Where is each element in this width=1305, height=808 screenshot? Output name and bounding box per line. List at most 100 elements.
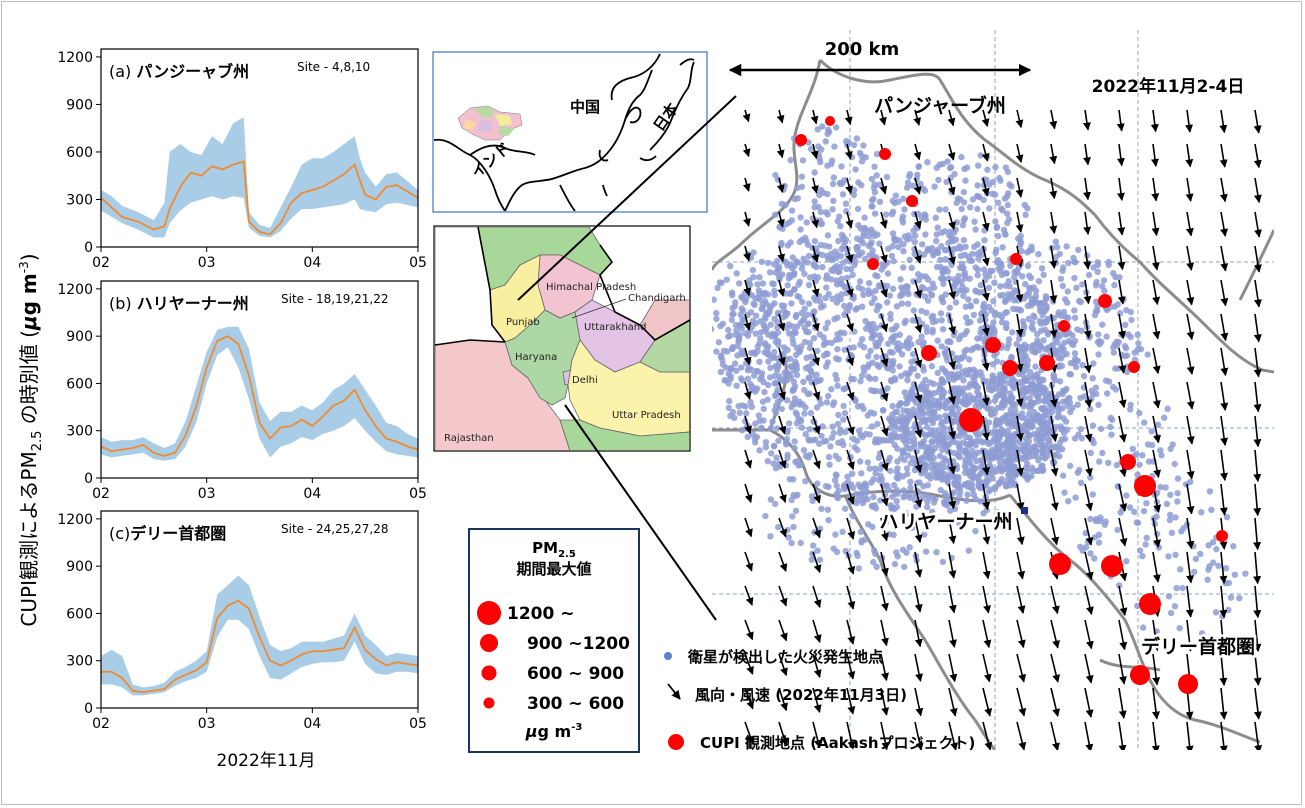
fire-point (752, 330, 759, 337)
wind-arrow (1117, 245, 1126, 271)
fire-point (912, 232, 919, 239)
wind-arrow (742, 143, 751, 158)
fire-point (866, 321, 874, 328)
fire-point (839, 191, 847, 198)
fire-point (943, 345, 950, 353)
fire-point (987, 267, 994, 275)
fire-point (973, 457, 980, 465)
x-tick-label: 04 (303, 716, 321, 732)
fire-point (1042, 306, 1049, 314)
fire-point (921, 387, 929, 394)
fire-point (934, 224, 941, 231)
wind-arrow (982, 415, 990, 441)
fire-point (748, 349, 755, 357)
fire-point (917, 180, 924, 188)
wind-arrow (880, 279, 888, 298)
fire-point (823, 399, 831, 406)
fire-point (936, 206, 943, 213)
fire-point (789, 386, 797, 393)
fire-point (810, 309, 817, 316)
fire-point (983, 176, 990, 184)
wind-arrow (948, 585, 957, 614)
wind-arrow (880, 245, 888, 264)
fire-point (792, 351, 800, 359)
station-point (1178, 674, 1198, 694)
fire-point (1004, 193, 1011, 200)
fire-point (971, 474, 979, 481)
fire-point (994, 508, 1001, 516)
wind-arrow (743, 313, 752, 331)
fire-point (817, 208, 825, 216)
map-legend: 衛星が検出した火災発生地点 風向・風速 (2022年11月3日) CUPI 観測… (664, 648, 975, 752)
fire-point (889, 230, 897, 237)
fire-point (982, 310, 990, 318)
x-tick-label: 03 (198, 486, 216, 502)
wind-arrow (812, 619, 822, 643)
fire-point (822, 138, 829, 145)
wind-arrow (1253, 415, 1262, 448)
fire-point (1171, 460, 1178, 468)
fire-point (876, 240, 883, 247)
wind-arrow (880, 517, 889, 542)
fire-point (1087, 515, 1094, 523)
fire-point (939, 558, 947, 566)
wind-arrow (982, 687, 993, 717)
fire-point (926, 454, 934, 462)
fire-point (735, 334, 743, 341)
fire-point (961, 271, 969, 279)
fire-point (1057, 355, 1065, 362)
fire-point (784, 429, 791, 436)
wind-arrow (744, 585, 754, 606)
fire-point (787, 289, 794, 297)
station-point (1134, 475, 1156, 497)
fire-point (818, 505, 825, 512)
fire-point (972, 298, 980, 305)
fire-point (905, 232, 912, 239)
fire-point (772, 338, 780, 346)
wind-arrow (846, 279, 854, 298)
fire-point (1210, 559, 1217, 566)
fire-point (1066, 371, 1073, 378)
label-uttarakhand: Uttarakhand (584, 322, 646, 333)
fire-point (1123, 558, 1130, 565)
fire-point (909, 455, 917, 462)
wind-arrow (1152, 313, 1161, 340)
fire-point (897, 418, 904, 425)
fire-point (810, 542, 817, 549)
fire-point (942, 350, 949, 358)
fire-point (1029, 417, 1037, 425)
fire-point (1108, 431, 1115, 438)
fire-point (1067, 408, 1074, 416)
fire-point (805, 139, 812, 146)
fire-point (1035, 278, 1043, 285)
fire-point (977, 437, 984, 444)
fire-point (929, 318, 937, 326)
y-tick-label: 900 (66, 329, 93, 345)
fire-point (871, 295, 878, 302)
fire-point (780, 307, 787, 314)
fire-point (884, 270, 892, 277)
fire-point (1143, 500, 1150, 507)
fire-point (718, 352, 725, 359)
y-tick-label: 300 (66, 192, 93, 208)
fire-point (893, 497, 900, 505)
fire-point (791, 195, 798, 203)
fire-point (850, 141, 858, 149)
fire-point (766, 269, 774, 276)
fire-point (797, 226, 804, 233)
wind-arrow (880, 619, 889, 647)
wind-arrow (880, 381, 889, 402)
fire-point (731, 302, 738, 310)
fire-point (992, 218, 999, 225)
fire-point (1021, 280, 1029, 288)
fire-point (751, 301, 758, 308)
fire-point (802, 452, 810, 460)
fire-point (1085, 271, 1093, 279)
fire-point (869, 197, 876, 204)
fire-point (840, 441, 847, 449)
wind-arrow (1219, 721, 1228, 750)
fire-point (770, 460, 777, 467)
wind-arrow (879, 109, 887, 126)
fire-point (771, 406, 778, 414)
